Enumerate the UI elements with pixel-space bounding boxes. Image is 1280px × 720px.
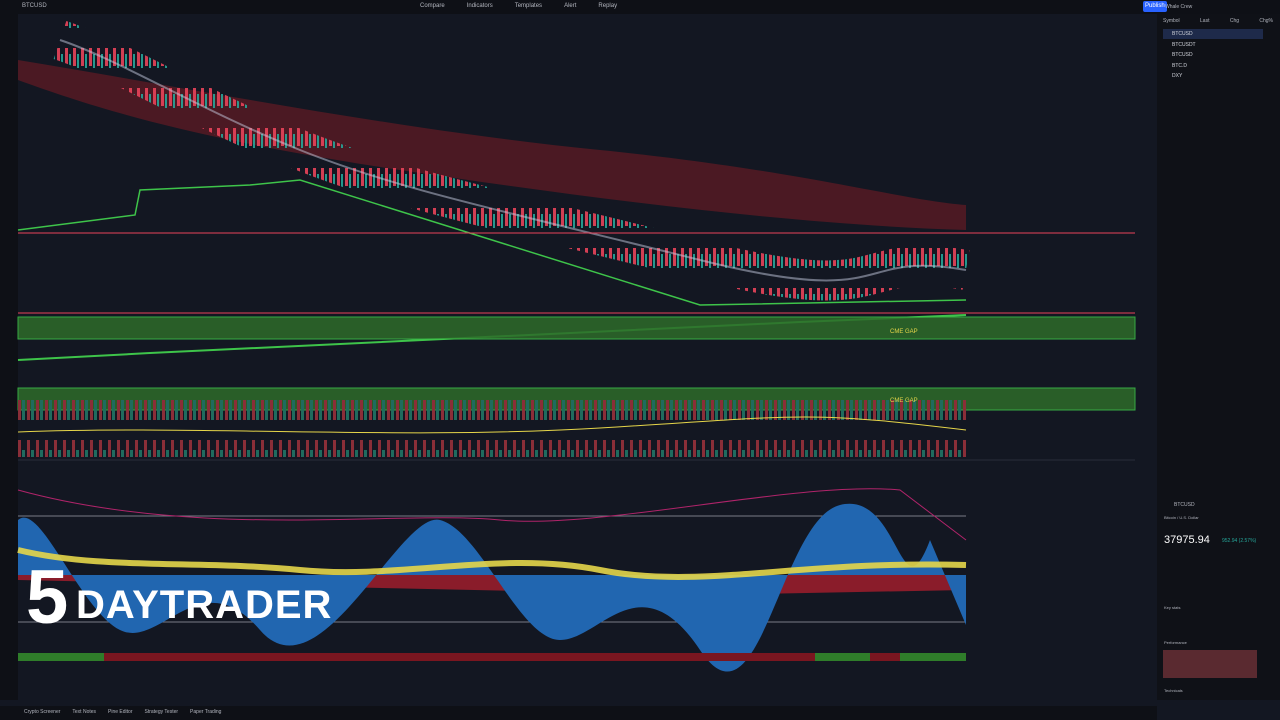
column-header[interactable]: Last <box>1200 18 1210 24</box>
toolbar-item[interactable]: Indicators <box>466 3 493 9</box>
column-header[interactable]: Chg <box>1229 18 1240 24</box>
column-header[interactable]: Symbol <box>1163 18 1180 24</box>
toolbar-item[interactable]: Replay <box>598 3 618 9</box>
toolbar-item[interactable]: Alert <box>564 3 577 9</box>
logo-digit: 5 <box>26 555 69 640</box>
watchlist-row[interactable]: DXY <box>1172 73 1183 79</box>
detail-price: 37975.94 <box>1164 534 1210 546</box>
bottom-tab[interactable]: Crypto Screener <box>24 709 61 715</box>
symbol[interactable]: BTCUSD <box>22 3 47 9</box>
column-header[interactable]: Chg% <box>1259 18 1273 24</box>
detail-symbol: BTCUSD <box>1174 502 1195 508</box>
watchlist-row[interactable]: BTC.D <box>1172 62 1187 69</box>
bottom-tab[interactable]: Pine Editor <box>108 709 133 715</box>
bottom-tab[interactable]: Strategy Tester <box>144 709 179 715</box>
detail-change: 952.94 (2.57%) <box>1222 538 1257 544</box>
toolbar-item[interactable]: Compare <box>420 3 445 9</box>
publish-button[interactable]: Publish <box>1145 3 1165 9</box>
toolbar: Compare Indicators Templates Alert Replay <box>420 3 617 9</box>
cme-gap-label: CME GAP <box>890 398 918 404</box>
section: Technicals <box>1164 688 1183 693</box>
cme-gap-label: CME GAP <box>890 329 918 335</box>
watchlist-row[interactable]: BTCUSD <box>1172 52 1193 58</box>
watchlist-title[interactable]: Whale Crew <box>1165 4 1193 10</box>
watchlist-row[interactable]: BTCUSDT <box>1172 41 1196 48</box>
detail-description: Bitcoin / U.S. Dollar <box>1164 515 1199 520</box>
watchlist-row[interactable]: BTCUSD <box>1172 31 1193 37</box>
logo-text: DAYTRADER <box>76 583 333 627</box>
bottom-tab[interactable]: Paper Trading <box>190 709 222 715</box>
watchlist-header: Symbol Last Chg Chg% <box>1163 18 1273 24</box>
watchlist: BTCUSD BTCUSDT BTCUSD BTC.D DXY <box>1158 29 1268 82</box>
bottom-tab[interactable]: Text Notes <box>72 709 97 715</box>
section: Key stats <box>1164 605 1181 610</box>
bottom-tabs: Crypto Screener Text Notes Pine Editor Stra… <box>24 709 221 715</box>
section: Performance <box>1164 640 1187 645</box>
toolbar-item[interactable]: Templates <box>514 3 543 9</box>
